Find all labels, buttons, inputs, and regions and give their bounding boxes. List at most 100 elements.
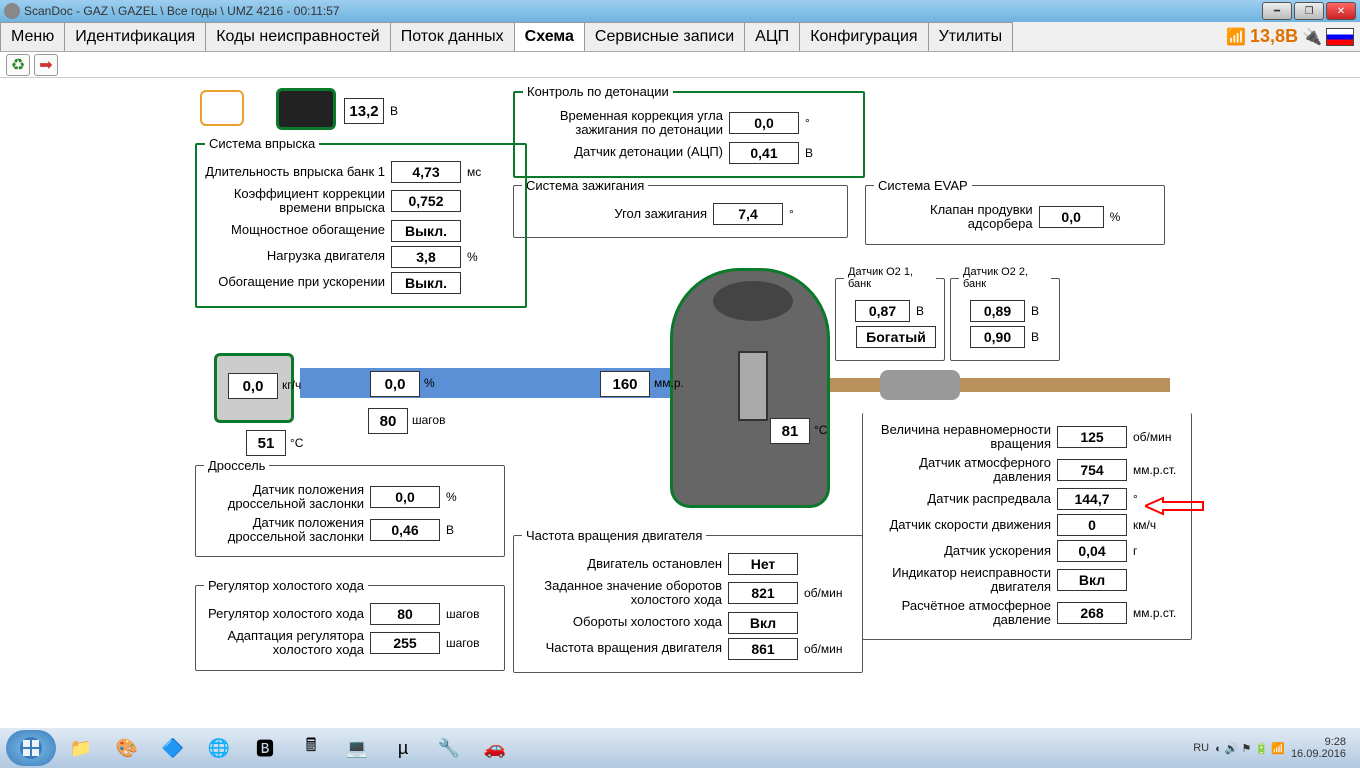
tab-scheme[interactable]: Схема [514, 22, 585, 51]
ign-angle-lbl: Угол зажигания [614, 207, 707, 221]
rpm-target-lbl: Заданное значение оборотов холостого ход… [522, 579, 722, 608]
taskbar-app1[interactable]: 🔷 [152, 732, 194, 764]
wifi-icon: 📶 [1226, 27, 1246, 47]
o2-2-v2[interactable]: 0,90 [970, 326, 1025, 348]
idle-reg-val[interactable]: 80 [370, 603, 440, 625]
speed-lbl: Датчик скорости движения [871, 518, 1051, 532]
rpm-rpm-lbl: Частота вращения двигателя [546, 641, 722, 655]
tray-icons[interactable]: ◐ 🔊 ⚑ 🔋 📶 [1215, 742, 1285, 755]
iac-value[interactable]: 80 [368, 408, 408, 434]
start-button[interactable] [6, 730, 56, 766]
refresh-button[interactable]: ♻ [6, 54, 30, 76]
tray-clock[interactable]: 9:28 16.09.2016 [1291, 736, 1354, 760]
taskbar-utorrent[interactable]: µ [382, 732, 424, 764]
inj-power-lbl: Мощностное обогащение [231, 223, 385, 237]
o2-2-v1[interactable]: 0,89 [970, 300, 1025, 322]
tray-lang[interactable]: RU [1193, 742, 1209, 754]
throttle-pos-pct-val[interactable]: 0,0 [370, 486, 440, 508]
inj-duration-val[interactable]: 4,73 [391, 161, 461, 183]
knock-corr-lbl: Временная коррекция угла зажигания по де… [523, 109, 723, 138]
evap-valve-val[interactable]: 0,0 [1039, 206, 1104, 228]
knock-sensor-lbl: Датчик детонации (АЦП) [574, 145, 723, 159]
system-tray[interactable]: RU ◐ 🔊 ⚑ 🔋 📶 9:28 16.09.2016 [1193, 736, 1354, 760]
throttle-legend: Дроссель [204, 458, 269, 473]
knock-sensor-val[interactable]: 0,41 [729, 142, 799, 164]
uneven-val[interactable]: 125 [1057, 426, 1127, 448]
ign-angle-val[interactable]: 7,4 [713, 203, 783, 225]
ect-value[interactable]: 81 [770, 418, 810, 444]
throttle-pct-unit: % [424, 376, 435, 390]
taskbar-app3[interactable]: 🚗 [474, 732, 516, 764]
map-unit: мм.р. [654, 376, 684, 390]
plug-icon: 🔌 [1302, 27, 1322, 47]
titlebar: ScanDoc - GAZ \ GAZEL \ Все годы \ UMZ 4… [0, 0, 1360, 22]
throttle-pct-value[interactable]: 0,0 [370, 371, 420, 397]
rpm-legend: Частота вращения двигателя [522, 528, 706, 543]
inj-coeff-val[interactable]: 0,752 [391, 190, 461, 212]
tab-adc[interactable]: АЦП [744, 22, 800, 51]
rpm-panel: Частота вращения двигателя Двигатель ост… [513, 528, 863, 673]
mil-val[interactable]: Вкл [1057, 569, 1127, 591]
tab-service[interactable]: Сервисные записи [584, 22, 745, 51]
tab-utils[interactable]: Утилиты [928, 22, 1014, 51]
o2-1-v2[interactable]: Богатый [856, 326, 936, 348]
rpm-idle-on-val[interactable]: Вкл [728, 612, 798, 634]
o2-1-v1[interactable]: 0,87 [855, 300, 910, 322]
rpm-stopped-lbl: Двигатель остановлен [587, 557, 722, 571]
iat-value[interactable]: 51 [246, 430, 286, 456]
ignition-legend: Система зажигания [522, 178, 648, 193]
baro-lbl: Датчик атмосферного давления [871, 456, 1051, 485]
flag-icon[interactable] [1326, 28, 1354, 46]
taskbar-calc[interactable]: 🖩 [290, 732, 332, 764]
taskbar-scandoc[interactable]: 🔧 [428, 732, 470, 764]
tab-config[interactable]: Конфигурация [799, 22, 928, 51]
idle-legend: Регулятор холостого хода [204, 578, 368, 593]
taskbar-app2[interactable]: 💻 [336, 732, 378, 764]
ect-unit: °C [814, 423, 827, 437]
inj-power-val[interactable]: Выкл. [391, 220, 461, 242]
tab-data[interactable]: Поток данных [390, 22, 515, 51]
tab-ident[interactable]: Идентификация [64, 22, 206, 51]
injection-legend: Система впрыска [205, 136, 319, 151]
inj-load-val[interactable]: 3,8 [391, 246, 461, 268]
baro-val[interactable]: 754 [1057, 459, 1127, 481]
map-value[interactable]: 160 [600, 371, 650, 397]
rpm-stopped-val[interactable]: Нет [728, 553, 798, 575]
throttle-pos-v-val[interactable]: 0,46 [370, 519, 440, 541]
rpm-target-val[interactable]: 821 [728, 582, 798, 604]
tab-bar: Меню Идентификация Коды неисправностей П… [0, 22, 1360, 52]
inj-accel-val[interactable]: Выкл. [391, 272, 461, 294]
calc-baro-val[interactable]: 268 [1057, 602, 1127, 624]
idle-adapt-val[interactable]: 255 [370, 632, 440, 654]
tab-menu[interactable]: Меню [0, 22, 65, 51]
speed-val[interactable]: 0 [1057, 514, 1127, 536]
o2-1-legend: Датчик O2 1, банк [844, 266, 936, 290]
injection-panel: Система впрыска Длительность впрыска бан… [195, 136, 527, 308]
toolbar: ♻ ➡ [0, 52, 1360, 78]
taskbar-explorer[interactable]: 📁 [60, 732, 102, 764]
close-button[interactable]: ✕ [1326, 2, 1356, 20]
taskbar-paint[interactable]: 🎨 [106, 732, 148, 764]
maf-value[interactable]: 0,0 [228, 373, 278, 399]
inj-duration-lbl: Длительность впрыска банк 1 [205, 165, 385, 179]
o2-2-panel: Датчик O2 2, банк 0,89В 0,90В [950, 266, 1060, 361]
rpm-rpm-val[interactable]: 861 [728, 638, 798, 660]
window-title: ScanDoc - GAZ \ GAZEL \ Все годы \ UMZ 4… [24, 4, 340, 18]
cam-val[interactable]: 144,7 [1057, 488, 1127, 510]
accel-lbl: Датчик ускорения [871, 544, 1051, 558]
knock-corr-val[interactable]: 0,0 [729, 112, 799, 134]
minimize-button[interactable]: ━ [1262, 2, 1292, 20]
tab-codes[interactable]: Коды неисправностей [205, 22, 391, 51]
battery-voltage-status: 13,8В [1250, 26, 1298, 47]
iat-unit: °C [290, 436, 303, 450]
taskbar-chrome[interactable]: 🌐 [198, 732, 240, 764]
maximize-button[interactable]: ❐ [1294, 2, 1324, 20]
iac-unit: шагов [412, 413, 445, 427]
taskbar-bluetooth[interactable]: 🅱 [244, 732, 286, 764]
rpm-idle-on-lbl: Обороты холостого хода [573, 615, 722, 629]
knock-legend: Контроль по детонации [523, 84, 673, 99]
inj-coeff-lbl: Коэффициент коррекции времени впрыска [205, 187, 385, 216]
accel-val[interactable]: 0,04 [1057, 540, 1127, 562]
exit-button[interactable]: ➡ [34, 54, 58, 76]
idle-panel: Регулятор холостого хода Регулятор холос… [195, 578, 505, 671]
